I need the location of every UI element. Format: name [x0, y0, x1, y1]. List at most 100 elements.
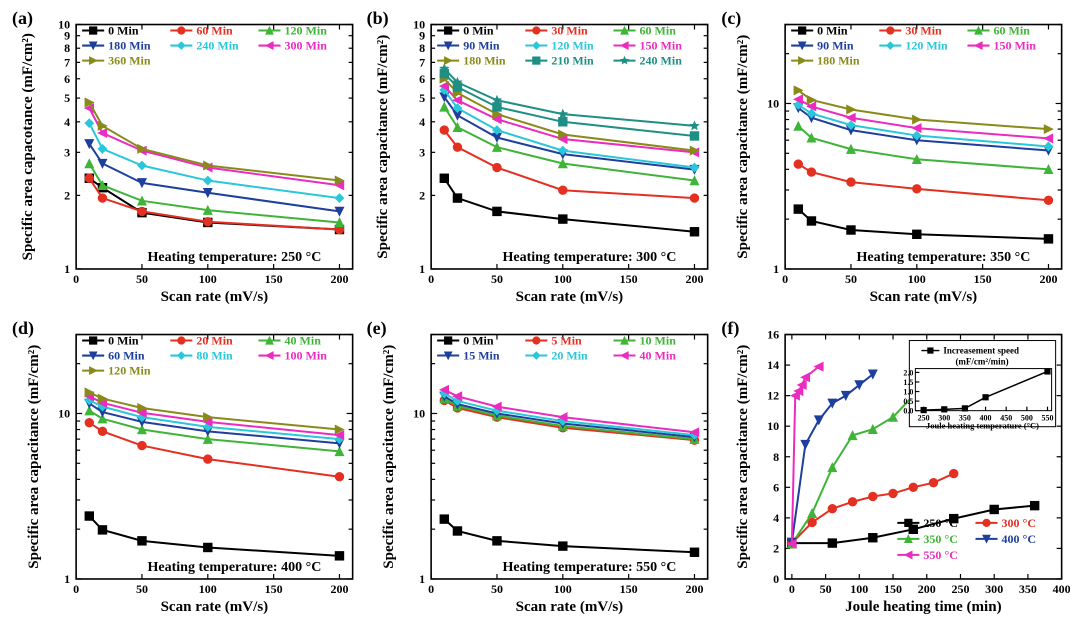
svg-text:50: 50	[491, 272, 503, 286]
panel-a: (a)05010015020012345678910Scan rate (mV/…	[10, 10, 361, 316]
svg-text:0 Min: 0 Min	[108, 24, 139, 38]
svg-text:0: 0	[789, 582, 795, 596]
svg-text:60 Min: 60 Min	[994, 24, 1031, 38]
svg-text:10: 10	[767, 96, 779, 110]
svg-text:100: 100	[851, 582, 869, 596]
panel-d: (d)050100150200110Scan rate (mV/s)Specif…	[10, 320, 361, 626]
svg-text:Scan rate (mV/s): Scan rate (mV/s)	[515, 599, 623, 615]
svg-text:Scan rate (mV/s): Scan rate (mV/s)	[870, 289, 978, 305]
svg-text:14: 14	[767, 358, 779, 372]
svg-text:120 Min: 120 Min	[285, 24, 328, 38]
svg-text:120 Min: 120 Min	[551, 39, 594, 53]
svg-text:100: 100	[908, 272, 926, 286]
svg-text:1: 1	[419, 262, 425, 276]
svg-text:0 Min: 0 Min	[463, 333, 494, 347]
svg-text:150: 150	[884, 582, 902, 596]
svg-text:0: 0	[428, 272, 434, 286]
svg-text:2: 2	[419, 188, 425, 202]
svg-text:0: 0	[428, 582, 434, 596]
svg-text:0.5: 0.5	[904, 397, 914, 406]
svg-text:100: 100	[199, 272, 217, 286]
svg-text:300: 300	[986, 582, 1004, 596]
svg-text:250: 250	[952, 582, 970, 596]
svg-text:210 Min: 210 Min	[551, 54, 594, 68]
svg-text:Scan rate (mV/s): Scan rate (mV/s)	[161, 289, 269, 305]
svg-text:30 Min: 30 Min	[551, 24, 588, 38]
svg-text:4: 4	[773, 510, 779, 524]
svg-text:10: 10	[413, 406, 425, 420]
svg-text:12: 12	[767, 388, 779, 402]
panel-label: (d)	[12, 318, 34, 339]
svg-text:100: 100	[553, 272, 571, 286]
svg-text:5: 5	[64, 91, 70, 105]
svg-text:350: 350	[1019, 582, 1037, 596]
svg-text:Specific area capacitance (mF/: Specific area capacitance (mF/cm²)	[375, 35, 391, 259]
svg-text:150: 150	[619, 582, 637, 596]
svg-text:Heating temperature: 350 °C: Heating temperature: 350 °C	[857, 250, 1031, 265]
svg-text:Joule heating time (min): Joule heating time (min)	[846, 599, 1002, 615]
svg-text:Specific area capacitance (mF/: Specific area capacitance (mF/cm²)	[381, 344, 397, 568]
svg-text:Specific area capacitance (mF/: Specific area capacitance (mF/cm²)	[26, 344, 42, 568]
svg-text:200: 200	[918, 582, 936, 596]
svg-text:5: 5	[419, 91, 425, 105]
svg-text:4: 4	[64, 115, 70, 129]
svg-text:Heating temperature: 400 °C: Heating temperature: 400 °C	[147, 560, 321, 575]
svg-text:20 Min: 20 Min	[196, 333, 233, 347]
svg-text:400 °C: 400 °C	[1002, 531, 1037, 545]
svg-text:8: 8	[419, 41, 425, 55]
svg-text:10: 10	[58, 18, 70, 32]
svg-text:20 Min: 20 Min	[551, 348, 588, 362]
svg-text:200: 200	[330, 582, 348, 596]
svg-text:10 Min: 10 Min	[639, 333, 676, 347]
svg-text:40 Min: 40 Min	[639, 348, 676, 362]
svg-text:7: 7	[419, 55, 425, 69]
svg-text:40 Min: 40 Min	[285, 333, 322, 347]
svg-text:150: 150	[265, 582, 283, 596]
svg-text:1: 1	[64, 262, 70, 276]
panel-b: (b)05010015020012345678910Scan rate (mV/…	[365, 10, 716, 316]
svg-text:350 °C: 350 °C	[924, 531, 959, 545]
svg-text:0: 0	[782, 272, 788, 286]
svg-text:90 Min: 90 Min	[818, 39, 855, 53]
svg-text:1.0: 1.0	[904, 387, 914, 396]
svg-text:10: 10	[58, 406, 70, 420]
svg-text:2.0: 2.0	[904, 368, 914, 377]
svg-text:300 °C: 300 °C	[1002, 515, 1037, 529]
panel-label: (a)	[12, 8, 33, 29]
svg-text:50: 50	[136, 582, 148, 596]
svg-text:50: 50	[845, 272, 857, 286]
svg-text:150: 150	[619, 272, 637, 286]
svg-text:180 Min: 180 Min	[108, 39, 151, 53]
svg-text:120 Min: 120 Min	[906, 39, 949, 53]
svg-text:240 Min: 240 Min	[196, 39, 239, 53]
svg-text:80 Min: 80 Min	[196, 348, 233, 362]
panel-c: (c)050100150200110Scan rate (mV/s)Specif…	[719, 10, 1070, 316]
svg-text:1: 1	[773, 262, 779, 276]
svg-text:16: 16	[767, 327, 779, 341]
svg-text:100 Min: 100 Min	[285, 348, 328, 362]
svg-text:0: 0	[773, 572, 779, 586]
svg-text:Heating temperature: 250 °C: Heating temperature: 250 °C	[147, 250, 321, 265]
svg-text:Specific area capacitance (mF/: Specific area capacitance (mF/cm²)	[735, 344, 751, 568]
svg-text:300 Min: 300 Min	[285, 39, 328, 53]
svg-text:6: 6	[419, 72, 425, 86]
svg-text:8: 8	[773, 449, 779, 463]
svg-text:120 Min: 120 Min	[108, 363, 151, 377]
svg-text:Increasement speed: Increasement speed	[944, 345, 1020, 355]
panel-label: (b)	[367, 8, 389, 29]
svg-text:0.0: 0.0	[904, 406, 914, 415]
svg-text:Heating temperature: 300 °C: Heating temperature: 300 °C	[502, 250, 676, 265]
svg-text:0: 0	[73, 582, 79, 596]
panel-label: (c)	[721, 8, 741, 29]
svg-text:1: 1	[419, 572, 425, 586]
svg-text:4: 4	[419, 115, 425, 129]
svg-text:400: 400	[1053, 582, 1070, 596]
svg-text:1.5: 1.5	[904, 378, 914, 387]
svg-text:(mF/cm²/min): (mF/cm²/min)	[956, 356, 1009, 366]
svg-text:0: 0	[73, 272, 79, 286]
svg-text:0 Min: 0 Min	[818, 24, 849, 38]
svg-text:2: 2	[64, 188, 70, 202]
svg-text:10: 10	[767, 419, 779, 433]
svg-text:10: 10	[413, 18, 425, 32]
svg-text:60 Min: 60 Min	[639, 24, 676, 38]
